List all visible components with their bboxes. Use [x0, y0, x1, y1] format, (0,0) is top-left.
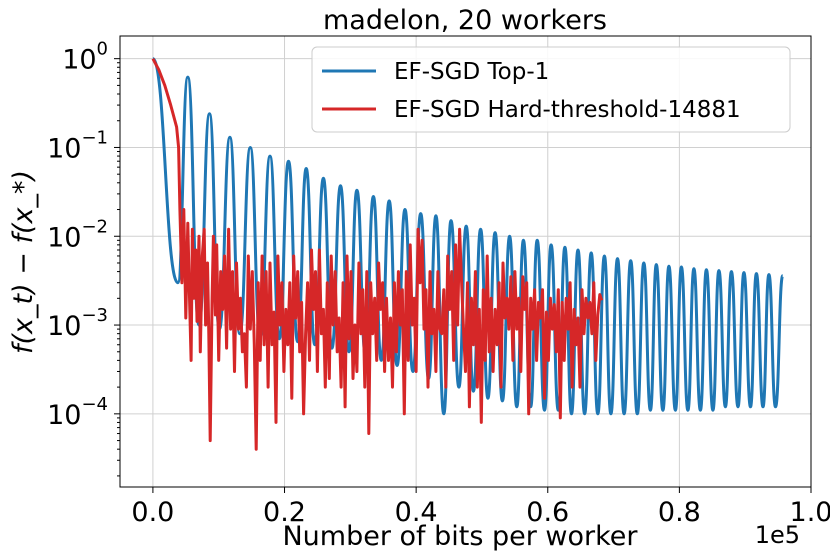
x-tick-label: 0.2 — [263, 497, 306, 528]
legend-box — [311, 46, 791, 133]
x-tick-label: 1.0 — [790, 497, 830, 528]
series-line-ef-sgd-hard-threshold — [151, 57, 604, 451]
legend-label-ef-sgd-top-1: EF-SGD Top-1 — [394, 59, 549, 85]
y-axis: 100 10−1 10−2 10−3 10−4 — [47, 39, 120, 431]
y-tick-label: 100 — [62, 39, 108, 76]
y-tick-label: 10−1 — [47, 127, 108, 164]
x-axis: 0.0 0.2 0.4 0.6 0.8 1.0 — [131, 487, 830, 528]
x-tick-label: 0.4 — [395, 497, 438, 528]
y-tick-label: 10−2 — [47, 216, 108, 253]
plot-frame — [119, 35, 812, 488]
legend: EF-SGD Top-1 EF-SGD Hard-threshold-14881 — [311, 46, 791, 133]
y-axis-label: f(x_t) − f(x_*) — [8, 170, 39, 354]
x-axis-multiplier: 1e5 — [755, 521, 800, 549]
y-tick-label: 10−4 — [47, 394, 108, 431]
y-tick-exponent: −3 — [81, 305, 108, 326]
x-tick-label: 0.0 — [131, 497, 174, 528]
y-tick-exponent: −1 — [81, 127, 108, 148]
x-tick-label: 0.8 — [658, 497, 701, 528]
y-tick-exponent: 0 — [97, 39, 108, 60]
chart-title: madelon, 20 workers — [323, 5, 607, 36]
x-axis-label: Number of bits per worker — [282, 521, 638, 552]
series-layer — [151, 57, 785, 451]
x-tick-label: 0.6 — [526, 497, 569, 528]
legend-label-ef-sgd-hard-threshold: EF-SGD Hard-threshold-14881 — [394, 97, 741, 123]
y-tick-label: 10−3 — [47, 305, 108, 342]
y-tick-exponent: −2 — [81, 216, 108, 237]
y-tick-exponent: −4 — [81, 394, 108, 415]
